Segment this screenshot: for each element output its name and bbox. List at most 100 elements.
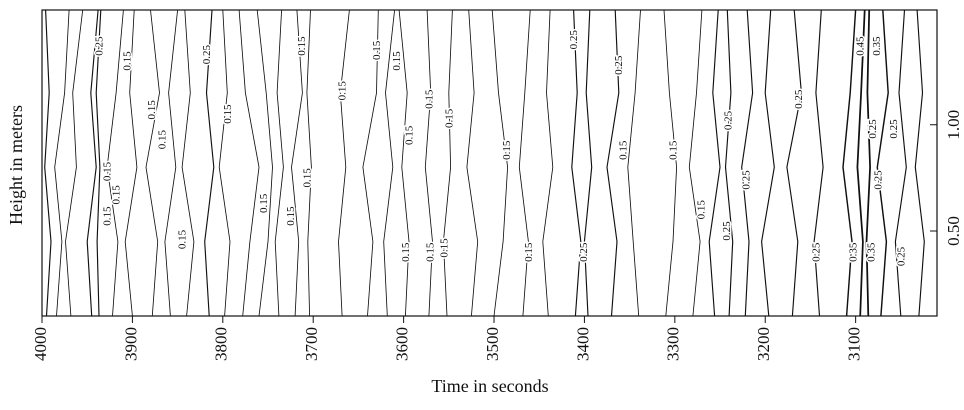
contour-line	[181, 9, 195, 317]
contour-label: 0.15	[285, 206, 297, 226]
contour-label: 0.15	[102, 161, 114, 181]
contour-line	[145, 9, 160, 317]
contour-label: 0.25	[741, 170, 753, 190]
contour-label: 0.25	[578, 242, 590, 262]
contour-label: 0.45	[855, 36, 867, 56]
label-layer: 0.25 0.15 0.25 0.15 0.15 0.15 0.15 0.15 0.15 0.15…	[92, 28, 909, 268]
contour-label: 0.25	[873, 170, 885, 190]
contour-layer	[44, 9, 925, 317]
contour-line	[724, 9, 734, 317]
contour-line	[876, 9, 889, 317]
contour-label: 0.25	[888, 119, 900, 139]
contour-line	[291, 9, 303, 317]
contour-label: 0.25	[568, 30, 580, 50]
contour-line	[842, 9, 857, 317]
contour-line	[338, 9, 350, 317]
contour-label: 0.15	[695, 200, 707, 220]
x-tick-label: 3700	[302, 327, 321, 361]
contour-line	[383, 9, 396, 317]
contour-line	[708, 9, 721, 317]
contour-label: 0.15	[400, 242, 412, 262]
x-tick-label: 3100	[845, 327, 864, 361]
contour-label: 0.15	[177, 229, 189, 249]
contour-line	[741, 9, 754, 317]
contour-line	[256, 9, 273, 317]
x-tick-label: 3500	[483, 327, 502, 361]
contour-line	[583, 9, 593, 317]
contour-label: 0.15	[371, 40, 383, 60]
contour-label: 0.15	[423, 89, 435, 109]
contour-label: 0.25	[793, 89, 805, 109]
contour-line	[518, 9, 531, 317]
contour-line	[204, 9, 215, 317]
contour-line	[663, 9, 678, 317]
contour-line	[466, 9, 479, 317]
contour-label: 0.15	[102, 206, 114, 226]
contour-label: 0.15	[222, 104, 234, 124]
contour-line	[44, 9, 52, 317]
contour-line	[362, 9, 379, 317]
contour-label: 0.15	[439, 238, 451, 258]
contour-line	[865, 9, 871, 317]
contour-line	[424, 9, 433, 317]
contour-line	[54, 9, 70, 317]
contour-label: 0.15	[146, 100, 158, 120]
contour-line	[95, 9, 102, 317]
plot-frame	[41, 9, 938, 317]
contour-label: 0.25	[93, 36, 105, 56]
y-axis-title: Height in meters	[6, 105, 26, 225]
contour-label: 0.25	[867, 119, 879, 139]
contour-label: 0.15	[403, 125, 415, 145]
contour-line	[238, 9, 260, 317]
contour-line	[274, 9, 284, 317]
contour-label: 0.15	[301, 168, 313, 188]
contour-line	[65, 9, 84, 317]
x-tick-label: 3400	[573, 327, 592, 361]
contour-line	[442, 9, 453, 317]
contour-label: 0.15	[121, 51, 133, 71]
x-tick-label: 3600	[393, 327, 412, 361]
x-tick-label: 3300	[664, 327, 683, 361]
contour-line	[218, 9, 231, 317]
contour-label: 0.15	[337, 81, 349, 101]
y-tick-label: 0.50	[944, 216, 963, 246]
contour-line	[398, 9, 410, 317]
contour-label: 0.25	[721, 221, 733, 241]
contour-line	[542, 9, 554, 317]
contour-label: 0.35	[865, 242, 877, 262]
contour-label: 0.15	[391, 51, 403, 71]
contour-label: 0.15	[667, 140, 679, 160]
contour-line	[627, 9, 641, 317]
contour-line	[606, 9, 620, 317]
contour-label: 0.15	[296, 36, 308, 56]
y-tick-label: 1.00	[944, 110, 963, 140]
contour-label: 0.35	[871, 36, 883, 56]
contour-line	[688, 9, 703, 317]
contour-label: 0.15	[258, 193, 270, 213]
x-axis-title: Time in seconds	[431, 376, 548, 396]
contour-line	[914, 9, 925, 317]
contour-label: 0.15	[618, 140, 630, 160]
contour-line	[164, 9, 179, 317]
contour-line	[124, 9, 138, 317]
contour-line	[306, 9, 312, 317]
contour-label: 0.25	[895, 246, 907, 266]
x-tick-label: 3200	[754, 327, 773, 361]
contour-line	[106, 9, 124, 317]
contour-line	[761, 9, 775, 317]
contour-label: 0.15	[424, 242, 436, 262]
contour-label: 0.25	[201, 45, 213, 65]
x-tick-label: 3900	[121, 327, 140, 361]
contour-line	[571, 9, 582, 317]
contour-line	[786, 9, 802, 317]
contour-label: 0.25	[723, 110, 735, 130]
contour-label: 0.15	[501, 140, 513, 160]
contour-line	[813, 9, 824, 317]
contour-label: 0.25	[613, 55, 625, 75]
contour-label: 0.15	[443, 108, 455, 128]
contour-label: 0.15	[523, 242, 535, 262]
contour-label: 0.35	[847, 242, 859, 262]
contour-label: 0.15	[157, 130, 169, 150]
contour-label: 0.25	[810, 242, 822, 262]
